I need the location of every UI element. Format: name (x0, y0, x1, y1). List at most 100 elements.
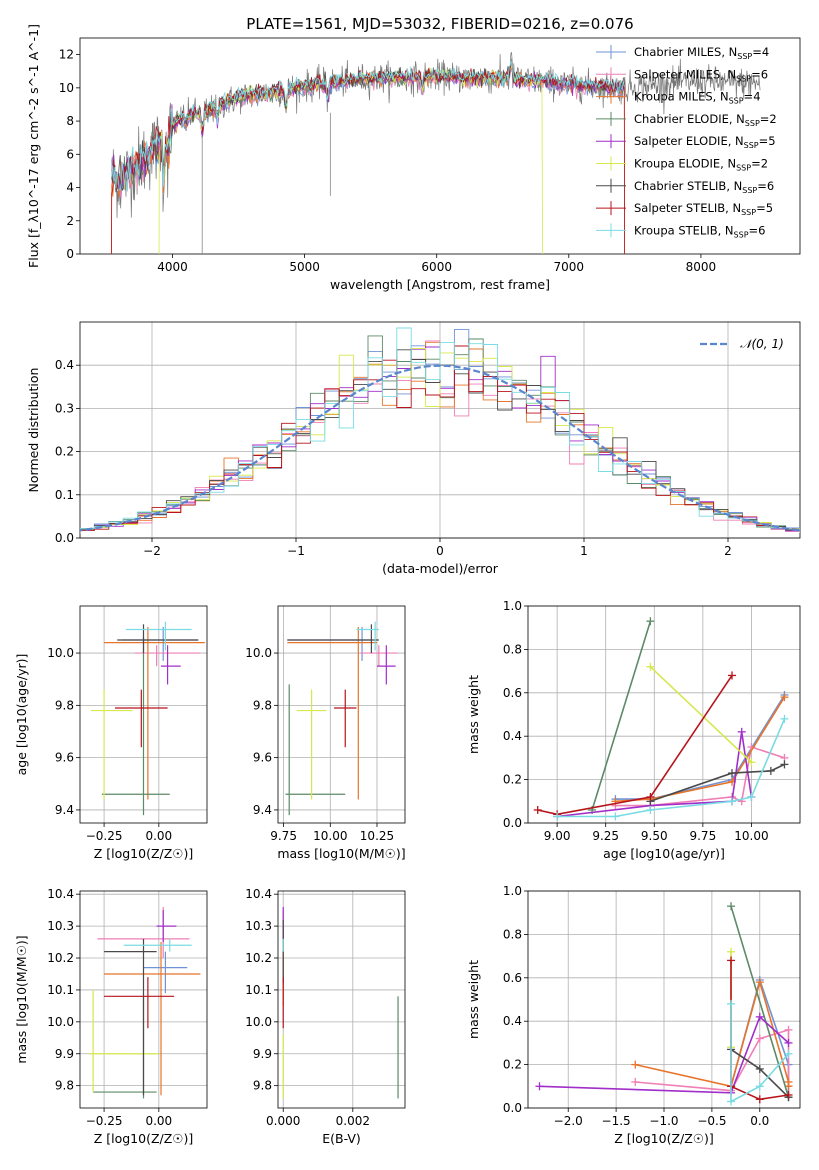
histograms (80, 327, 800, 534)
legend-name: Kroupa MILES (634, 90, 713, 104)
x-tick-label: −1 (287, 544, 305, 558)
y-tick-label: 0.4 (55, 358, 74, 372)
histogram-step (80, 327, 800, 533)
y-axis-label: mass weight (466, 960, 481, 1039)
y-tick-label: 0.0 (503, 816, 522, 830)
legend-nssp-eq: = (751, 67, 761, 81)
chart-age-vs-Z: −0.25 0.00 9.4 9.6 9.8 10.0 Z [log10(Z/Z☉)] age… (14, 605, 208, 861)
legend-nssp-sub: SSP (736, 164, 751, 173)
model-fit-line (111, 62, 625, 254)
chart-mass-vs-ebv: 0.000 0.002 9.8 9.9 10.0 10.1 10.2 10.3 10.4 E(B-… (245, 887, 406, 1146)
y-axis-label: mass [log10(M/M☉)] (14, 935, 29, 1063)
y-tick-label: 0.6 (503, 971, 522, 985)
series-line (650, 763, 785, 803)
x-axis-label: E(B-V) (322, 1131, 361, 1146)
x-tick-label: 7000 (554, 260, 585, 274)
legend-nssp-sub: SSP (729, 97, 744, 106)
y-tick-label: 9.4 (55, 803, 74, 817)
x-tick-label: 0 (436, 544, 444, 558)
chart-age-vs-mass: 9.75 10.00 10.25 9.4 9.6 9.8 10.0 mass [log10(M… (245, 605, 406, 861)
x-tick-label: 9.25 (592, 829, 619, 843)
series-line (537, 674, 733, 816)
figure-title: PLATE=1561, MJD=53032, FIBERID=0216, z=0… (246, 15, 633, 33)
y-tick-label: 9.9 (253, 1047, 272, 1061)
y-tick-label: 10 (59, 81, 74, 95)
legend-nssp-prefix: , N (721, 45, 737, 59)
chart-residuals: −2 −1 0 1 2 0.0 0.1 0.2 0.3 0.4 (data-model)/error… (26, 321, 801, 576)
x-tick-label: −1.5 (602, 1114, 631, 1128)
y-tick-label: 9.8 (253, 1079, 272, 1093)
y-tick-label: 1.0 (503, 884, 522, 898)
x-axis-label: (data-model)/error (382, 561, 499, 576)
legend-nssp-prefix: , N (713, 90, 729, 104)
y-tick-label: 0.2 (55, 445, 74, 459)
series-line (591, 620, 652, 811)
model-fit-line (158, 65, 543, 254)
legend-nssp-prefix: , N (729, 112, 745, 126)
series-line (615, 694, 786, 800)
x-tick-label: 6000 (421, 260, 452, 274)
charts-container: 4000 5000 6000 7000 8000024681012wavelength … (14, 24, 801, 1146)
x-axis-label: age [log10(age/yr)] (603, 846, 725, 861)
weight-series (533, 617, 789, 821)
model-fit-line (111, 60, 625, 192)
y-tick-label: 10.2 (245, 951, 272, 965)
plot-frame (79, 37, 801, 255)
legend-nssp-eq: = (760, 112, 770, 126)
x-tick-label: −1.0 (649, 1114, 678, 1128)
x-tick-label: 0.00 (145, 829, 172, 843)
x-tick-label: −0.25 (86, 1114, 123, 1128)
y-tick-label: 10.4 (47, 887, 74, 901)
x-tick-label: 9.00 (544, 829, 571, 843)
y-tick-label: 0.2 (503, 1058, 522, 1072)
x-tick-label: −0.5 (697, 1114, 726, 1128)
error-bars (282, 906, 399, 1099)
legend-entry: 𝒩(0, 1) (740, 337, 784, 351)
x-tick-label: 1 (580, 544, 588, 558)
legend-nssp-eq: = (759, 134, 769, 148)
y-tick-label: 0.3 (55, 401, 74, 415)
legend-nssp-value: 6 (758, 223, 765, 237)
x-tick-label: 9.75 (270, 829, 297, 843)
legend-name: Chabrier ELODIE (634, 112, 729, 126)
y-tick-label: 4 (66, 181, 74, 195)
series-line (649, 666, 752, 763)
x-tick-label: 2 (724, 544, 732, 558)
legend-name: Chabrier MILES (634, 45, 721, 59)
legend-nssp-sub: SSP (742, 186, 757, 195)
legend-nssp-value: 4 (762, 45, 769, 59)
legend-nssp-sub: SSP (745, 119, 760, 128)
legend-nssp-eq: = (744, 90, 754, 104)
y-tick-label: 10.1 (47, 983, 74, 997)
legend-nssp-prefix: , N (726, 179, 742, 193)
plot-frame (79, 321, 801, 539)
legend-nssp-eq: = (752, 45, 762, 59)
plot-frame (527, 890, 801, 1109)
legend-nssp-eq: = (756, 201, 766, 215)
y-tick-label: 12 (59, 48, 74, 62)
y-tick-label: 0.2 (503, 773, 522, 787)
error-bars (285, 621, 398, 816)
y-tick-label: 10.0 (245, 1015, 272, 1029)
legend-entry: Salpeter STELIB, NSSP=5 (634, 201, 773, 217)
legend-name: Salpeter ELODIE (634, 134, 728, 148)
y-tick-label: 10.3 (47, 919, 74, 933)
y-tick-label: 0 (66, 247, 74, 261)
y-tick-label: 0.4 (503, 1014, 522, 1028)
legend-nssp-value: 4 (753, 90, 760, 104)
x-tick-label: 9.75 (689, 829, 716, 843)
x-axis-label: wavelength [Angstrom, rest frame] (330, 277, 550, 292)
legend-nssp-value: 6 (767, 179, 774, 193)
legend-entry: Salpeter MILES, NSSP=6 (634, 67, 768, 83)
legend-entry: Kroupa MILES, NSSP=4 (634, 90, 761, 106)
legend-nssp-eq: = (751, 157, 761, 171)
legend-entry: Salpeter ELODIE, NSSP=5 (634, 134, 776, 150)
x-axis-label: Z [log10(Z/Z☉)] (94, 1131, 194, 1146)
chart-weight-vs-Z: −2.0 −1.5 −1.0 −0.5 0.0 0.0 0.2 0.4 0.6 0.8 1.0 Z [… (466, 884, 801, 1146)
series-line (557, 718, 786, 818)
y-tick-label: 9.6 (253, 751, 272, 765)
y-tick-label: 1.0 (503, 599, 522, 613)
y-tick-label: 0.8 (503, 927, 522, 941)
legend-name: Chabrier STELIB (634, 179, 726, 193)
